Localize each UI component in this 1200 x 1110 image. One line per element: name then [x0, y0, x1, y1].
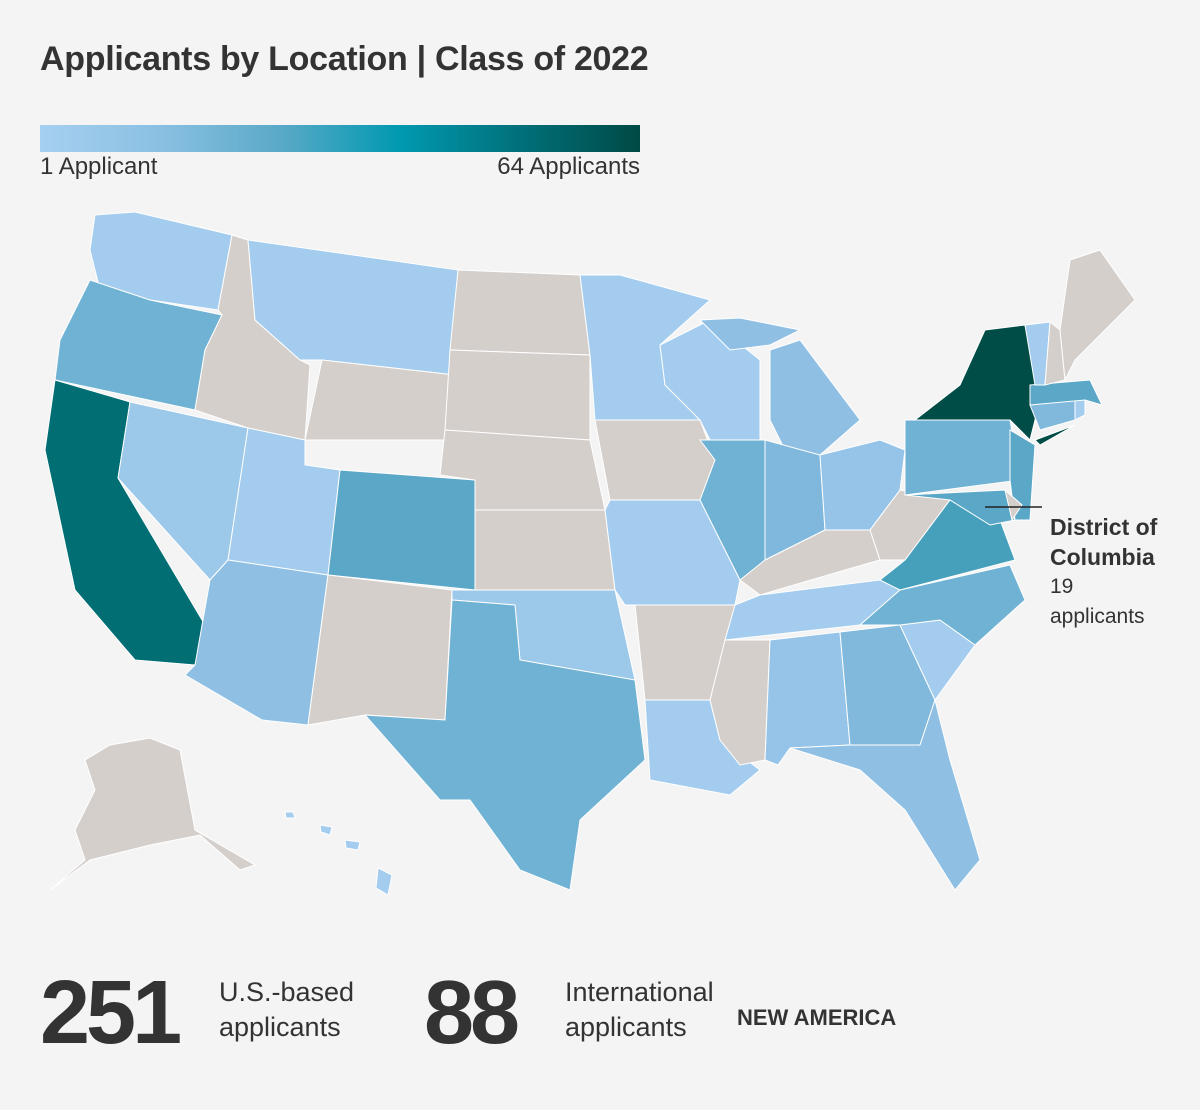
state-shape	[1034, 424, 1076, 446]
state-shape	[363, 599, 646, 891]
state-shape	[1004, 488, 1023, 522]
state-sd	[444, 349, 591, 441]
stat-intl-value: 88	[424, 963, 520, 1063]
state-shape	[1029, 379, 1103, 406]
legend-max-label: 64 Applicants	[497, 153, 640, 180]
state-ut	[227, 427, 341, 576]
brand-logo: NEW AMERICA	[737, 1005, 897, 1030]
callout-count: 19 applicants	[1050, 575, 1145, 628]
state-shape	[307, 574, 453, 726]
state-shape	[444, 349, 591, 441]
state-shape	[698, 317, 802, 351]
state-shape	[89, 211, 233, 311]
state-al	[764, 631, 851, 766]
stat-us-label-line2: applicants	[219, 1012, 341, 1042]
state-mi	[698, 317, 861, 461]
stat-us-label: U.S.-based applicants	[219, 975, 354, 1045]
state-ma	[1029, 379, 1103, 406]
state-wy	[304, 359, 456, 441]
state-shape	[184, 559, 329, 726]
state-md	[904, 489, 1016, 526]
state-shape	[375, 867, 393, 896]
state-shape	[449, 269, 591, 356]
state-shape	[49, 737, 257, 891]
state-shape	[227, 427, 341, 576]
page-title: Applicants by Location | Class of 2022	[40, 40, 649, 78]
state-shape	[319, 824, 333, 836]
state-nc	[858, 564, 1026, 646]
state-wa	[89, 211, 233, 311]
stat-intl-label-line1: International	[565, 977, 714, 1007]
state-me	[1059, 249, 1136, 382]
state-ak	[49, 737, 257, 891]
stat-us-label-line1: U.S.-based	[219, 977, 355, 1007]
callout-name: District of Columbia	[1050, 514, 1158, 570]
legend-min-label: 1 Applicant	[40, 153, 158, 180]
state-shape	[789, 698, 981, 891]
state-shape	[284, 811, 296, 819]
state-shape	[1059, 249, 1136, 382]
state-ks	[474, 509, 616, 591]
state-nj	[1009, 429, 1036, 521]
state-shape	[474, 509, 616, 591]
state-co	[327, 469, 476, 591]
state-pa	[904, 419, 1021, 496]
state-de	[1004, 488, 1023, 522]
state-shape	[904, 489, 1016, 526]
state-nm	[307, 574, 453, 726]
state-shape	[1009, 429, 1036, 521]
stat-intl-label: International applicants	[565, 975, 714, 1045]
state-shape	[904, 419, 1021, 496]
state-az	[184, 559, 329, 726]
state-shape	[327, 469, 476, 591]
legend-gradient	[40, 125, 640, 152]
state-shape	[304, 359, 456, 441]
state-nd	[449, 269, 591, 356]
state-fl	[789, 698, 981, 891]
dc-callout: District of Columbia 19 applicants	[1050, 512, 1180, 632]
state-shape	[594, 419, 716, 501]
stat-intl-label-line2: applicants	[565, 1012, 687, 1042]
state-hi	[284, 811, 393, 896]
state-shape	[769, 339, 861, 461]
state-shape	[764, 631, 851, 766]
state-shape	[344, 839, 361, 851]
state-tx	[363, 599, 646, 891]
state-shape	[1074, 399, 1086, 421]
state-shape	[858, 564, 1026, 646]
state-ri	[1074, 399, 1086, 421]
state-ia	[594, 419, 716, 501]
stat-us-value: 251	[40, 963, 182, 1063]
